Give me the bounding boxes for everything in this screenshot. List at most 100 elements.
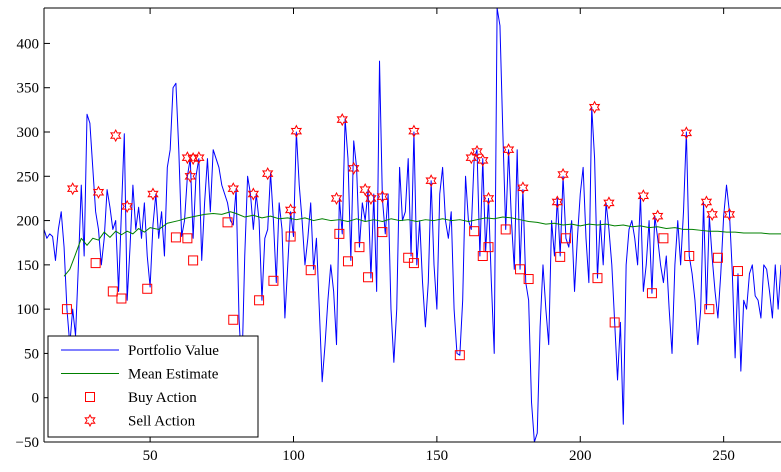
- buy-marker-8: [222, 217, 233, 228]
- sell-marker-32: [637, 189, 650, 203]
- buy-marker-16: [354, 242, 365, 253]
- buy-marker-30: [592, 273, 603, 284]
- buy-marker-27: [523, 274, 534, 285]
- sell-marker-11: [261, 167, 274, 181]
- sell-marker-12: [284, 203, 297, 217]
- sell-marker-28: [551, 195, 564, 209]
- buy-marker-32: [646, 288, 657, 299]
- buy-marker-34: [684, 251, 695, 261]
- sell-marker-23: [471, 144, 483, 159]
- buy-marker-23: [477, 251, 488, 261]
- sell-marker-2: [109, 128, 122, 143]
- sell-marker-21: [425, 174, 437, 188]
- legend-swatch-2: [85, 392, 95, 402]
- buy-marker-35: [704, 304, 715, 315]
- legend-box: [47, 335, 259, 438]
- buy-marker-9: [228, 314, 239, 325]
- sell-marker-29: [557, 167, 569, 182]
- buy-marker-36: [712, 252, 723, 263]
- legend-label-1: Mean Estimate: [128, 367, 219, 383]
- buy-marker-22: [469, 226, 480, 237]
- sell-marker-9: [227, 182, 239, 196]
- buy-marker-11: [268, 275, 279, 286]
- y-tick-label-5: 200: [17, 214, 40, 230]
- buy-marker-18: [377, 227, 388, 238]
- buy-marker-21: [454, 350, 465, 361]
- sell-marker-20: [408, 124, 420, 138]
- y-tick-label-6: 250: [17, 169, 40, 185]
- buy-marker-1: [90, 258, 101, 269]
- y-tick-label-1: 0: [32, 391, 40, 407]
- sell-marker-37: [723, 207, 736, 221]
- sell-marker-16: [348, 161, 360, 175]
- buy-marker-0: [61, 304, 72, 315]
- y-tick-label-8: 350: [17, 81, 40, 97]
- sell-marker-33: [651, 209, 664, 223]
- series-line-1: [63, 211, 781, 277]
- buy-marker-33: [658, 233, 669, 244]
- y-tick-label-9: 400: [17, 36, 40, 52]
- sell-marker-18: [365, 191, 377, 206]
- sell-marker-10: [247, 187, 260, 201]
- sell-marker-31: [603, 196, 615, 210]
- buy-marker-20: [408, 258, 419, 269]
- buy-marker-10: [254, 295, 265, 306]
- buy-marker-28: [555, 251, 566, 262]
- sell-marker-3: [121, 199, 133, 213]
- sell-marker-27: [517, 181, 529, 195]
- legend: Portfolio Value Mean Estimate Buy Action Se…: [47, 335, 259, 438]
- sell-marker-36: [706, 207, 718, 221]
- buy-marker-25: [500, 224, 511, 235]
- y-tick-label-3: 100: [17, 302, 40, 318]
- axes: 50 100 150 200 250 −50 0 50 100 150 200 250 300 350 40…: [16, 7, 781, 464]
- buy-marker-4: [142, 283, 153, 294]
- sell-marker-8: [193, 151, 205, 165]
- sell-marker-13: [290, 124, 303, 138]
- series-line-0: [44, 8, 781, 442]
- buy-marker-7: [188, 255, 199, 266]
- sell-marker-14: [330, 191, 343, 206]
- sell-marker-7: [187, 151, 199, 166]
- series-layer: [44, 8, 781, 442]
- x-tick-label-0: 50: [143, 448, 158, 464]
- sell-marker-1: [92, 185, 105, 199]
- sell-marker-6: [184, 169, 196, 183]
- sell-marker-24: [477, 153, 489, 167]
- buy-marker-37: [732, 266, 743, 277]
- sell-marker-25: [482, 191, 495, 206]
- sell-marker-35: [700, 195, 713, 209]
- buy-marker-6: [182, 233, 193, 244]
- buy-marker-24: [483, 242, 494, 253]
- buy-marker-12: [285, 231, 296, 242]
- buy-marker-26: [515, 264, 526, 275]
- buy-marker-29: [560, 233, 571, 244]
- x-tick-label-1: 100: [282, 448, 305, 464]
- buy-marker-14: [334, 228, 345, 239]
- y-tick-label-2: 50: [24, 346, 39, 362]
- sell-marker-4: [147, 187, 159, 201]
- legend-label-2: Buy Action: [128, 390, 197, 406]
- buy-marker-2: [107, 286, 118, 297]
- x-tick-label-3: 200: [569, 448, 592, 464]
- x-tick-label-2: 150: [426, 448, 449, 464]
- sell-marker-26: [502, 143, 515, 157]
- sell-marker-17: [359, 182, 371, 197]
- sell-marker-15: [336, 113, 348, 127]
- buy-marker-19: [403, 252, 414, 263]
- y-tick-label-7: 300: [17, 125, 40, 141]
- x-tick-label-4: 250: [712, 448, 735, 464]
- sell-marker-19: [376, 190, 389, 204]
- legend-label-3: Sell Action: [128, 414, 196, 430]
- buy-marker-15: [342, 256, 353, 267]
- sell-marker-34: [680, 126, 693, 140]
- sell-marker-30: [588, 100, 601, 114]
- legend-swatch-3: [84, 413, 96, 428]
- buy-marker-5: [170, 232, 181, 243]
- y-tick-label-0: −50: [16, 435, 39, 451]
- buy-marker-17: [363, 272, 374, 283]
- buy-marker-3: [116, 293, 127, 304]
- legend-label-0: Portfolio Value: [128, 343, 219, 359]
- buy-marker-31: [609, 317, 620, 328]
- buy-marker-13: [305, 265, 316, 276]
